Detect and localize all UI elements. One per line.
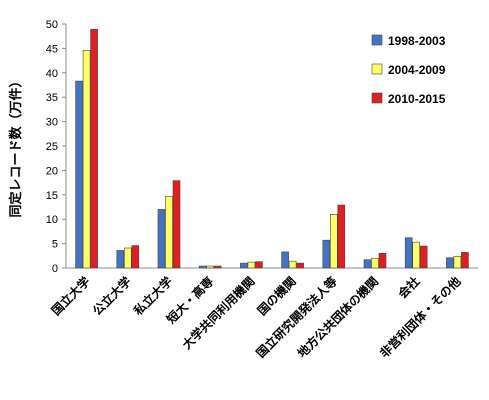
- y-tick-label: 5: [52, 239, 58, 251]
- bar-2010-2015-私立大学: [172, 180, 181, 269]
- chart-bars: [75, 29, 469, 269]
- bar-2004-2009-国立大学: [82, 50, 91, 269]
- bar-2010-2015-短大・高専: [213, 265, 222, 269]
- bar-1998-2003-国立研究開発法人等: [322, 239, 331, 269]
- y-tick-label: 50: [46, 19, 58, 31]
- bar-2004-2009-会社: [412, 241, 421, 269]
- bar-1998-2003-会社: [404, 237, 413, 269]
- x-category-label: 大学共同利用機関: [179, 274, 257, 352]
- chart-legend: 1998-2003 2004-2009 2010-2015: [371, 34, 446, 106]
- x-category-label: 国立大学: [48, 274, 93, 319]
- legend-label: 1998-2003: [388, 34, 446, 48]
- bar-2004-2009-地方公共団体の機関: [371, 257, 379, 269]
- bar-2004-2009-私立大学: [165, 195, 173, 269]
- y-tick-label: 40: [46, 68, 58, 80]
- bar-1998-2003-大学共同利用機関: [240, 262, 248, 269]
- y-tick-label: 0: [52, 263, 58, 275]
- bar-1998-2003-公立大学: [116, 250, 125, 269]
- bar-2010-2015-国の機関: [296, 262, 304, 269]
- y-tick-label: 15: [46, 190, 58, 202]
- bar-2010-2015-非営利団体・その他: [461, 252, 469, 269]
- legend-label: 2010-2015: [388, 92, 446, 106]
- bar-1998-2003-短大・高専: [198, 265, 207, 269]
- bar-2004-2009-国の機関: [288, 260, 297, 269]
- bar-1998-2003-地方公共団体の機関: [363, 259, 372, 269]
- y-tick-label: 25: [46, 141, 58, 153]
- x-category-label: 非営利団体・その他: [377, 274, 464, 361]
- bar-2004-2009-非営利団体・その他: [453, 255, 462, 269]
- y-tick-label: 10: [46, 214, 58, 226]
- x-category-label: 地方公共団体の機関: [294, 274, 381, 361]
- bar-2004-2009-公立大学: [124, 247, 132, 269]
- legend-swatch-1998-2003: [371, 34, 383, 46]
- y-tick-label: 35: [46, 92, 58, 104]
- bar-2010-2015-大学共同利用機関: [255, 261, 263, 269]
- bar-2004-2009-短大・高専: [206, 265, 214, 269]
- bar-2010-2015-国立大学: [90, 29, 98, 269]
- legend-swatch-2004-2009: [371, 63, 383, 75]
- bar-2004-2009-国立研究開発法人等: [329, 214, 338, 269]
- legend-swatch-2010-2015: [371, 92, 383, 104]
- y-tick-label: 30: [46, 117, 58, 129]
- y-tick-label: 20: [46, 165, 58, 177]
- bar-2010-2015-地方公共団体の機関: [378, 253, 387, 269]
- x-category-label: 会社: [395, 274, 423, 302]
- bar-1998-2003-非営利団体・その他: [446, 257, 454, 269]
- bar-2010-2015-国立研究開発法人等: [337, 204, 346, 269]
- bar-1998-2003-国の機関: [281, 251, 289, 269]
- bar-1998-2003-国立大学: [75, 80, 83, 269]
- y-tick-label: 45: [46, 43, 58, 55]
- x-category-label: 公立大学: [89, 274, 134, 319]
- bar-1998-2003-私立大学: [157, 209, 166, 269]
- bar-2004-2009-大学共同利用機関: [247, 261, 256, 269]
- chart-axes: 0 5 10 15 20 25 30 35 40 45 50: [46, 19, 478, 275]
- x-category-label: 国立研究開発法人等: [253, 274, 340, 361]
- bar-2010-2015-公立大学: [131, 245, 140, 269]
- legend-label: 2004-2009: [388, 63, 446, 77]
- bar-2010-2015-会社: [419, 245, 428, 269]
- y-axis-title: 同定レコード数（万件）: [8, 74, 24, 217]
